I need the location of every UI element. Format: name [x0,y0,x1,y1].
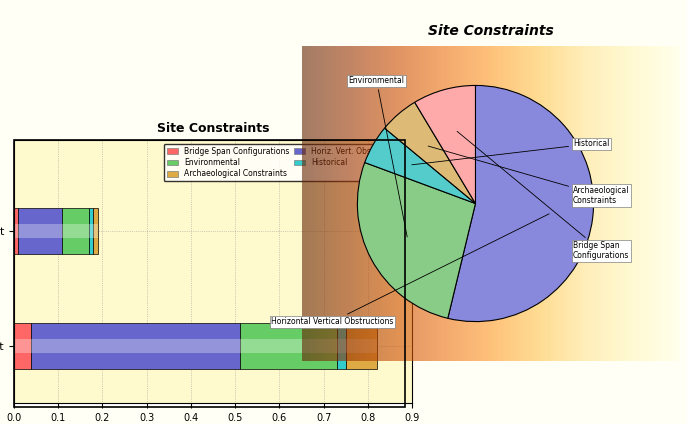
Wedge shape [365,128,475,204]
Bar [89,224,93,238]
Bar [240,323,337,368]
Text: Archaeological
Constraints: Archaeological Constraints [428,146,629,205]
Bar [63,224,89,238]
Wedge shape [415,86,475,204]
Bar [14,323,32,368]
Bar [240,339,337,352]
Text: Horizontal Vertical Obstructions: Horizontal Vertical Obstructions [271,214,549,326]
Bar [32,323,240,368]
Wedge shape [357,162,475,318]
Bar [63,209,89,254]
Bar [18,224,63,238]
Bar [14,224,18,238]
Bar [346,323,376,368]
Legend: Bridge Span Configurations, Environmental, Archaeological Constraints, Horiz. Ve: Bridge Span Configurations, Environmenta… [164,144,408,181]
Bar [337,323,346,368]
Bar [93,224,98,238]
Bar [14,209,18,254]
Bar [32,339,240,352]
Bar [93,209,98,254]
Bar [346,339,376,352]
Title: Site Constraints: Site Constraints [157,122,269,134]
Bar [14,339,32,352]
Wedge shape [448,86,594,321]
Text: Environmental: Environmental [348,76,407,237]
Bar [337,339,346,352]
Bar [89,209,93,254]
Text: Bridge Span
Configurations: Bridge Span Configurations [457,131,629,260]
Wedge shape [385,102,475,204]
Bar [18,209,63,254]
Title: Site Constraints: Site Constraints [428,24,554,38]
Text: Historical: Historical [412,139,609,165]
